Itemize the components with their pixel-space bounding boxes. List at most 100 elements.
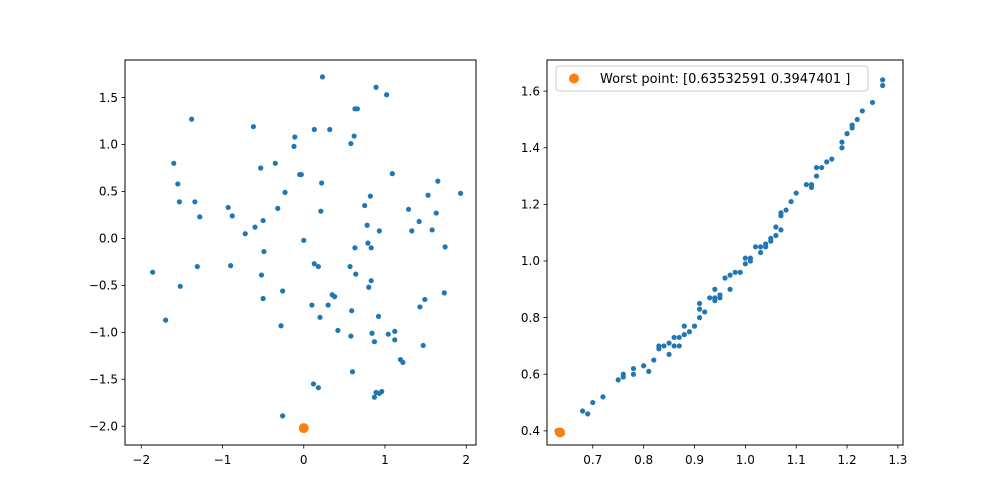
- right-y-tick-label: 1.4: [521, 141, 540, 155]
- right-x-axis-ticks: 0.7 0.8 0.9 1.0 1.1 1.2 1.3: [583, 445, 907, 467]
- left-data-point-61: [280, 288, 286, 294]
- left-data-point-26: [176, 199, 183, 205]
- right-data-point-46: [752, 244, 759, 250]
- right-y-tick-label: 0.8: [521, 311, 540, 325]
- right-y-tick-label: 0.4: [521, 424, 540, 438]
- left-data-point-24: [425, 192, 431, 198]
- right-data-point-5: [600, 394, 606, 400]
- right-y-tick-label: 1.2: [521, 198, 540, 212]
- left-data-point-46: [442, 244, 448, 250]
- left-data-point-29: [225, 204, 231, 211]
- right-data-point-78: [880, 77, 886, 83]
- right-data-point-52: [768, 238, 774, 244]
- right-data-point-66: [819, 164, 825, 171]
- right-data-point-13: [651, 357, 657, 363]
- left-data-point-34: [229, 213, 235, 219]
- left-data-point-13: [171, 160, 177, 166]
- right-data-point-73: [849, 122, 855, 128]
- right-data-point-20: [671, 343, 677, 349]
- right-data-point-33: [712, 295, 718, 301]
- left-data-point-77: [369, 330, 375, 336]
- right-scatter-plot: 0.7 0.8 0.9 1.0 1.1 1.2 1.3 0.4 0.6 0.8 1.0 1.2 1.4…: [521, 59, 907, 467]
- right-data-point-23: [681, 332, 687, 338]
- right-data-point-16: [661, 343, 667, 349]
- right-data-point-68: [829, 156, 835, 162]
- right-data-point-22: [676, 334, 682, 341]
- left-data-point-73: [163, 317, 169, 323]
- left-data-point-2: [384, 92, 390, 98]
- left-data-point-76: [392, 328, 398, 334]
- right-x-tick-label: 1.1: [787, 453, 806, 467]
- right-data-point-69: [839, 145, 845, 151]
- right-y-tick-label: 0.6: [521, 367, 540, 381]
- right-data-point-57: [778, 210, 784, 216]
- left-data-point-44: [301, 237, 307, 243]
- left-data-point-14: [272, 160, 278, 166]
- right-data-point-75: [859, 108, 865, 114]
- left-data-point-48: [368, 245, 374, 251]
- left-data-point-67: [309, 302, 315, 308]
- left-data-point-12: [291, 143, 297, 149]
- left-y-tick-label: −1.5: [89, 372, 118, 386]
- left-data-point-51: [228, 263, 234, 269]
- left-data-point-72: [317, 314, 323, 320]
- legend: Worst point: [0.63532591 0.3947401 ]: [555, 65, 869, 92]
- right-data-point-30: [702, 309, 708, 315]
- right-data-point-31: [707, 295, 713, 301]
- left-data-point-81: [392, 337, 398, 343]
- left-data-point-22: [282, 189, 288, 195]
- right-y-axis-ticks: 0.4 0.6 0.8 1.0 1.2 1.4 1.6: [521, 84, 547, 438]
- left-data-point-43: [242, 231, 248, 237]
- left-data-point-11: [348, 140, 354, 147]
- right-data-point-8: [620, 374, 626, 380]
- left-data-point-70: [349, 308, 355, 314]
- right-data-point-38: [727, 286, 733, 292]
- left-data-point-89: [371, 394, 378, 400]
- right-data-point-25: [686, 329, 693, 335]
- left-data-point-9: [351, 133, 357, 139]
- right-y-tick-label: 1.0: [521, 254, 540, 268]
- right-data-point-63: [808, 181, 815, 188]
- right-data-point-2: [580, 408, 586, 414]
- left-data-point-20: [319, 180, 325, 186]
- left-y-tick-label: 0.0: [99, 232, 118, 246]
- left-data-point-69: [417, 304, 423, 310]
- right-data-point-54: [773, 224, 779, 230]
- right-data-point-3: [585, 411, 591, 417]
- left-data-point-1: [373, 84, 379, 90]
- right-data-point-15: [656, 346, 662, 352]
- right-data-point-40: [732, 269, 738, 275]
- right-data-point-4: [590, 399, 596, 406]
- right-x-tick-label: 0.9: [685, 453, 704, 467]
- left-data-point-59: [366, 284, 372, 290]
- right-x-tick-label: 1.3: [888, 453, 907, 467]
- right-data-point-36: [717, 292, 723, 298]
- right-worst-point: [554, 427, 565, 438]
- left-data-point-31: [405, 206, 412, 212]
- left-data-point-78: [385, 331, 391, 337]
- left-data-point-23: [457, 190, 464, 196]
- left-data-point-66: [422, 296, 428, 303]
- left-data-point-52: [315, 263, 321, 270]
- right-data-point-27: [696, 315, 703, 321]
- left-data-point-6: [250, 124, 256, 130]
- left-data-point-56: [353, 271, 359, 277]
- left-data-point-4: [354, 106, 360, 112]
- left-data-point-45: [365, 240, 371, 246]
- left-x-tick-label: 1: [381, 453, 389, 467]
- left-x-tick-label: 2: [462, 453, 470, 467]
- left-data-point-8: [327, 126, 333, 133]
- left-data-point-5: [189, 116, 195, 122]
- left-scatter-points: [150, 74, 464, 434]
- left-y-tick-label: 0.5: [99, 185, 118, 199]
- right-data-point-37: [722, 275, 728, 281]
- right-data-point-74: [854, 116, 860, 123]
- left-y-tick-label: −2.0: [89, 419, 118, 433]
- right-data-point-48: [758, 244, 764, 250]
- left-data-point-35: [197, 214, 203, 220]
- right-scatter-points: [554, 77, 886, 438]
- right-data-point-18: [666, 340, 672, 346]
- right-data-point-42: [742, 255, 748, 261]
- left-x-axis-ticks: −2 −1 0 1 2: [132, 445, 470, 467]
- right-data-point-39: [727, 272, 733, 278]
